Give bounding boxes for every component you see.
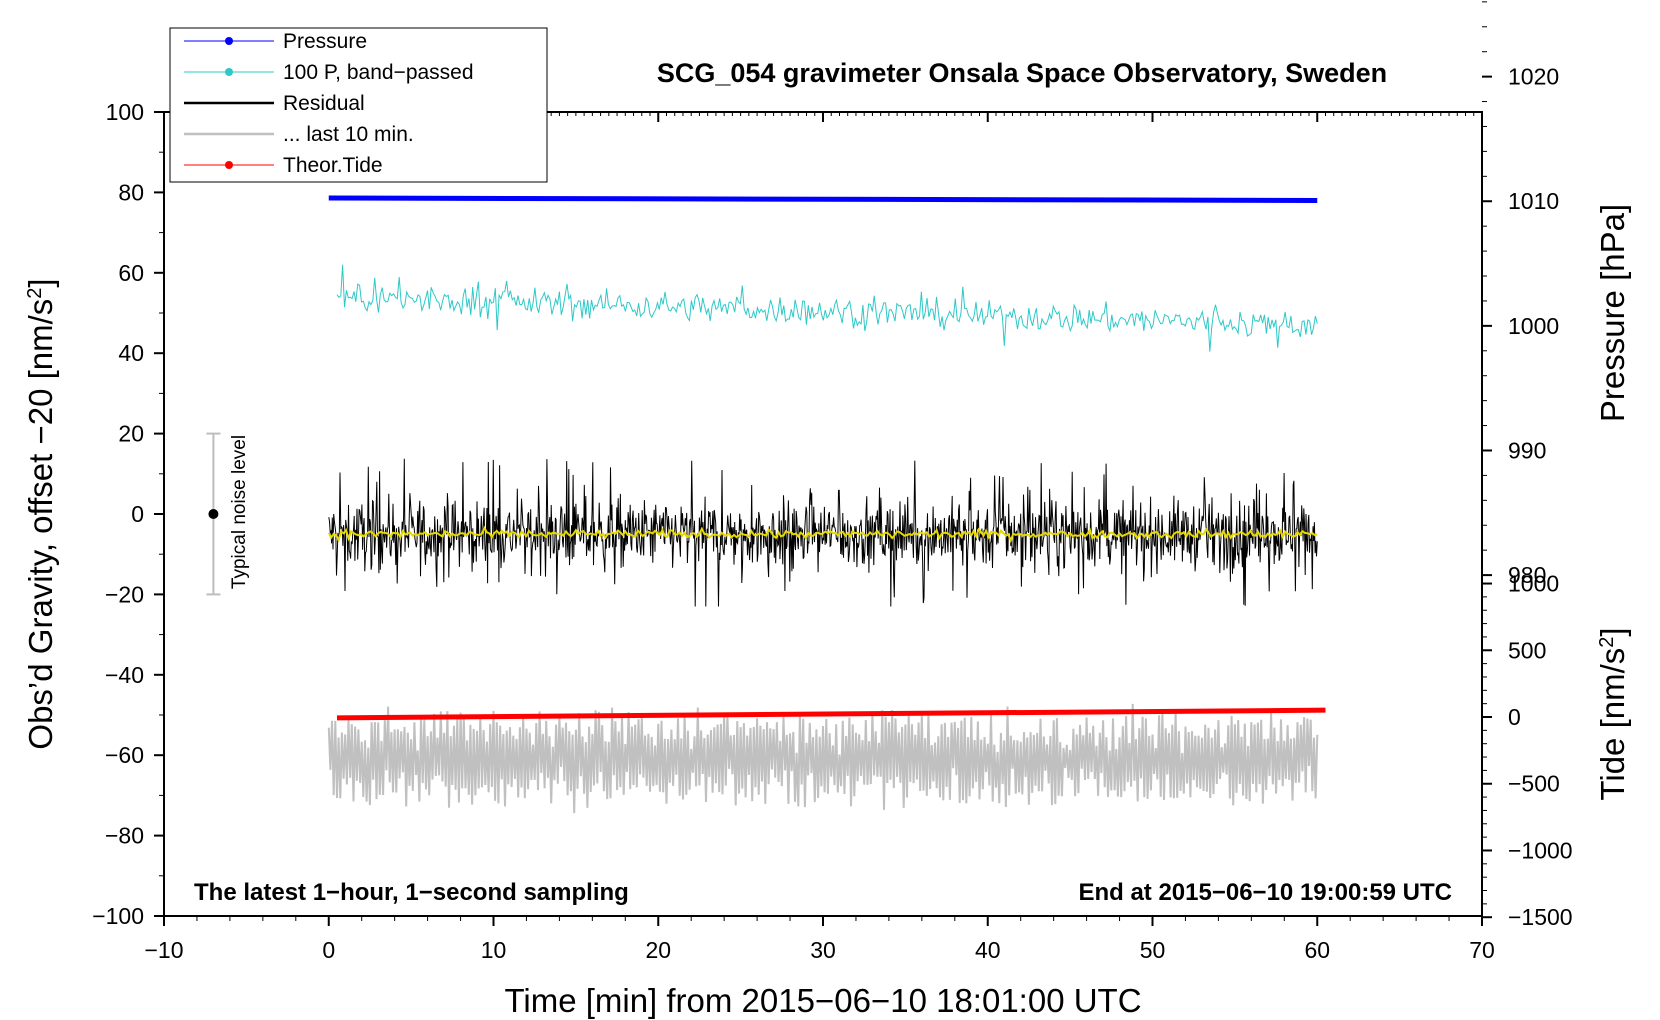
legend-label: Theor.Tide (283, 154, 383, 177)
series-residual (328, 458, 1318, 607)
y-tick-label: −80 (105, 823, 144, 849)
y-tick-label: −100 (92, 903, 144, 929)
legend-label: 100 P, band−passed (283, 61, 474, 84)
pressure-tick-label: 1000 (1508, 313, 1559, 339)
pressure-tick-label: 980 (1508, 562, 1546, 588)
end-time-note: End at 2015−06−10 19:00:59 UTC (1078, 879, 1452, 906)
tide-tick-label: −1000 (1508, 837, 1573, 863)
x-axis: −10 0 10 20 30 40 50 60 70 (144, 112, 1495, 963)
tide-axis-title-main: Tide [nm/s (1594, 648, 1631, 801)
tide-tick-label: 1000 (1508, 571, 1559, 597)
noise-indicator-label: Typical noise level (229, 435, 250, 589)
x-tick-label: 70 (1469, 937, 1495, 963)
y-axis-tide: −1500 −1000 −500 0 500 1000 (1482, 571, 1573, 930)
noise-center-dot (208, 509, 219, 519)
y-tick-label: 0 (131, 501, 144, 527)
y-axis-title-main: Obs’d Gravity, offset −20 [nm/s (22, 299, 59, 750)
legend-label: Residual (283, 92, 365, 115)
tide-tick-label: −500 (1508, 771, 1560, 797)
x-tick-label: 40 (975, 937, 1001, 963)
legend-marker (225, 68, 233, 76)
tide-axis-title-sup: 2 (1596, 637, 1618, 648)
series-theoretical-tide (336, 707, 1326, 721)
legend-label: ... last 10 min. (283, 123, 414, 146)
legend-marker (225, 161, 233, 169)
y-axis-title-end: ] (22, 278, 59, 287)
y-axis-title-sup: 2 (24, 288, 46, 299)
tide-tick-label: 500 (1508, 637, 1546, 663)
sampling-note: The latest 1−hour, 1−second sampling (194, 879, 629, 906)
y-tick-label: −60 (105, 742, 144, 768)
x-axis-title: Time [min] from 2015−06−10 18:01:00 UTC (504, 982, 1141, 1019)
series-layer (327, 195, 1326, 814)
y-tick-label: 80 (118, 179, 144, 205)
pressure-tick-label: 990 (1508, 437, 1546, 463)
chart-title: SCG_054 gravimeter Onsala Space Observat… (657, 58, 1387, 88)
pressure-axis-title: Pressure [hPa] (1594, 204, 1631, 422)
x-tick-label: 50 (1140, 937, 1166, 963)
y-tick-label: 100 (106, 99, 144, 125)
series-pressure (328, 195, 1318, 203)
y-tick-label: −20 (105, 581, 144, 607)
y-tick-label: −40 (105, 662, 144, 688)
legend-label: Pressure (283, 30, 367, 53)
x-tick-label: 60 (1304, 937, 1330, 963)
noise-indicator (206, 432, 221, 596)
legend-items: Pressure 100 P, band−passed Residual ... la… (184, 30, 474, 177)
y-axis-gravity: −100 −80 −60 −40 −20 0 20 40 60 80 100 (92, 99, 164, 929)
x-tick-label: −10 (144, 937, 183, 963)
x-tick-label: 10 (481, 937, 507, 963)
series-last-10-min (327, 703, 1319, 814)
legend-marker (225, 37, 233, 45)
y-axis-pressure: 9809901000101010201030 (1482, 1, 1559, 588)
series-band-passed (336, 264, 1318, 352)
x-tick-label: 30 (810, 937, 836, 963)
tide-axis-title-end: ] (1594, 627, 1631, 636)
tide-axis-title: Tide [nm/s2] (1594, 627, 1631, 800)
y-tick-label: 20 (118, 421, 144, 447)
legend-box (169, 27, 548, 183)
pressure-tick-label: 1020 (1508, 64, 1559, 90)
x-tick-label: 0 (322, 937, 335, 963)
series-residual-mean (327, 525, 1318, 544)
legend: Pressure 100 P, band−passed Residual ... la… (169, 27, 548, 183)
y-axis-title: Obs’d Gravity, offset −20 [nm/s2] (22, 278, 59, 749)
y-tick-label: 60 (118, 260, 144, 286)
x-tick-label: 20 (645, 937, 671, 963)
y-tick-label: 40 (118, 340, 144, 366)
tide-tick-label: −1500 (1508, 904, 1573, 930)
pressure-tick-label: 1010 (1508, 188, 1559, 214)
tide-tick-label: 0 (1508, 704, 1521, 730)
